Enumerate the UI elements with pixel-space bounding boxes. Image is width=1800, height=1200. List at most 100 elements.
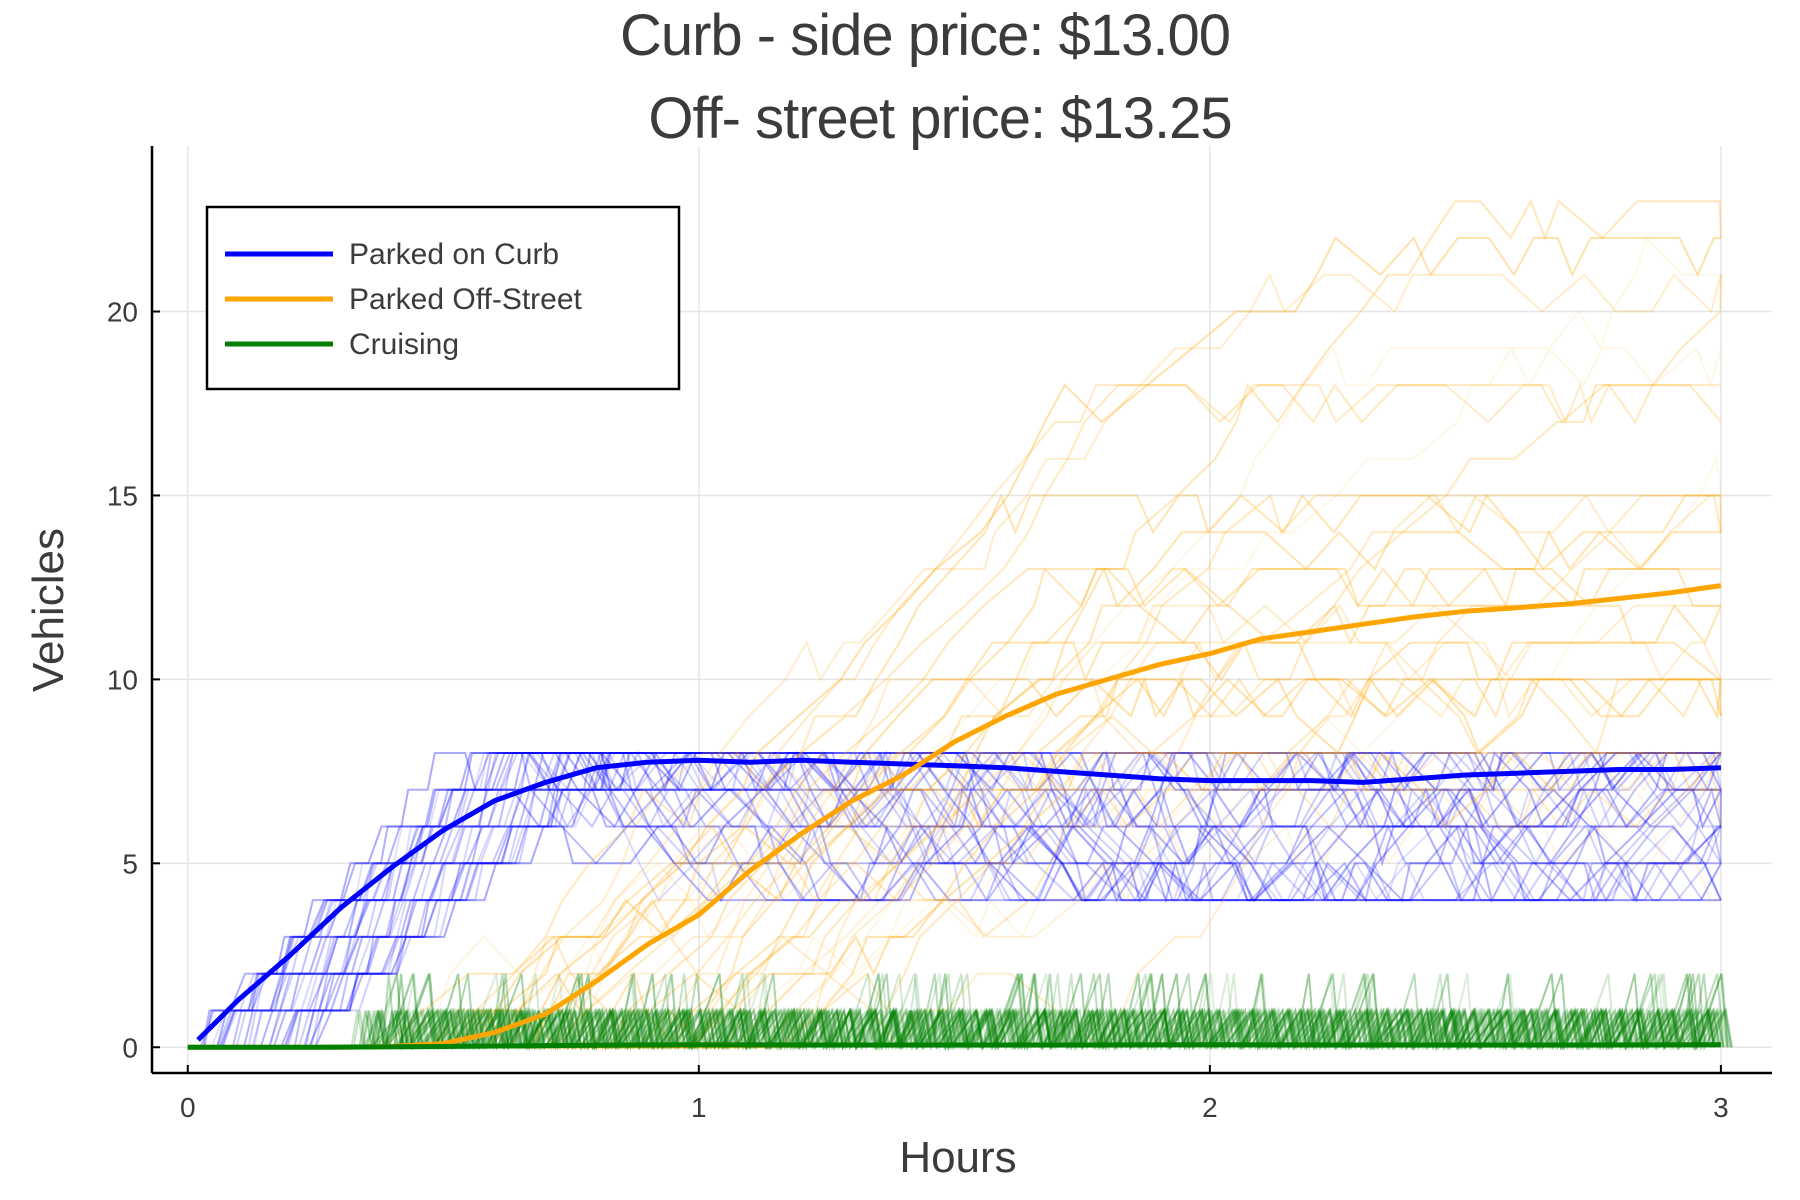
axes: 0 1 2 3 0 5 10 15 20 bbox=[107, 146, 1772, 1123]
y-tick-label: 5 bbox=[122, 848, 138, 879]
curb-run-line bbox=[198, 752, 1721, 1049]
legend-label-offstreet: Parked Off-Street bbox=[349, 283, 583, 316]
curb-run-line bbox=[198, 751, 1722, 1049]
curb-run-line bbox=[198, 750, 1721, 1049]
y-tick-label: 15 bbox=[107, 480, 138, 511]
offstreet-run-line bbox=[187, 274, 1722, 1049]
curb-run-line bbox=[198, 749, 1721, 1049]
curb-run-line bbox=[198, 749, 1722, 1049]
offstreet-run-line bbox=[187, 788, 1721, 1049]
cruising-run-line bbox=[187, 973, 1725, 1052]
curb-run-line bbox=[198, 751, 1721, 1049]
curb-run-line bbox=[198, 752, 1722, 1049]
curb-run-line bbox=[198, 752, 1721, 1049]
cruising-mean-line bbox=[187, 1042, 1721, 1050]
offstreet-run-line bbox=[187, 823, 1721, 1049]
offstreet-run-line bbox=[187, 198, 1722, 1049]
offstreet-run-line bbox=[187, 529, 1721, 1049]
offstreet-run-line bbox=[187, 236, 1721, 1049]
offstreet-run-line bbox=[187, 676, 1722, 1049]
cruising-run-line bbox=[187, 973, 1730, 1052]
offstreet-run-line bbox=[187, 677, 1721, 1049]
curb-run-line bbox=[198, 749, 1722, 1049]
cruising-run-line bbox=[187, 973, 1716, 1052]
chart-title-line-1: Curb - side price: $13.00 bbox=[620, 3, 1230, 68]
curb-run-line bbox=[198, 751, 1721, 1049]
offstreet-run-line bbox=[187, 678, 1721, 1049]
curb-run-line bbox=[198, 752, 1721, 1049]
offstreet-run-line bbox=[187, 567, 1721, 1049]
curb-run-line bbox=[198, 750, 1721, 1049]
cruising-run-line bbox=[187, 973, 1724, 1052]
cruising-run-line bbox=[187, 973, 1708, 1052]
cruising-run-line bbox=[187, 973, 1726, 1052]
cruising-run-line bbox=[187, 973, 1733, 1052]
offstreet-run-line bbox=[187, 455, 1722, 1049]
y-tick-label: 20 bbox=[107, 297, 138, 328]
curb-run-line bbox=[198, 750, 1721, 1049]
curb-run-line bbox=[198, 752, 1721, 1049]
offstreet-run-line bbox=[187, 751, 1721, 1049]
offstreet-run-line bbox=[187, 493, 1722, 1049]
offstreet-run-line bbox=[187, 676, 1722, 1049]
offstreet-run-line bbox=[187, 787, 1721, 1049]
offstreet-run-line bbox=[187, 346, 1722, 1049]
legend-label-cruising: Cruising bbox=[349, 328, 459, 361]
cruising-run-line bbox=[187, 973, 1729, 1052]
curb-run-line bbox=[198, 752, 1722, 1049]
curb-run-line bbox=[198, 752, 1722, 1049]
curb-run-line bbox=[198, 751, 1721, 1049]
offstreet-run-line bbox=[187, 236, 1721, 1049]
cruising-run-line bbox=[187, 973, 1704, 1052]
curb-run-line bbox=[198, 751, 1722, 1049]
legend-label-curb: Parked on Curb bbox=[349, 238, 559, 271]
curb-run-line bbox=[198, 752, 1722, 1049]
curb-run-line bbox=[198, 752, 1722, 1049]
mean-series-lines bbox=[187, 583, 1722, 1050]
cruising-run-line bbox=[187, 973, 1716, 1052]
cruising-run-line bbox=[187, 973, 1718, 1052]
x-tick-label: 1 bbox=[691, 1092, 707, 1123]
cruising-run-line bbox=[187, 973, 1716, 1052]
cruising-run-line bbox=[187, 973, 1721, 1052]
offstreet-run-line bbox=[187, 383, 1722, 1049]
offstreet-run-line bbox=[187, 751, 1721, 1049]
curb-run-line bbox=[198, 751, 1722, 1049]
cruising-run-line bbox=[187, 973, 1730, 1052]
cruising-run-line bbox=[187, 973, 1720, 1052]
x-axis-label: Hours bbox=[899, 1133, 1016, 1182]
curb-run-line bbox=[198, 752, 1722, 1049]
offstreet-run-line bbox=[187, 750, 1722, 1049]
legend: Parked on Curb Parked Off-Street Cruisin… bbox=[205, 205, 681, 391]
y-tick-label: 10 bbox=[107, 664, 138, 695]
simulation-runs bbox=[187, 198, 1733, 1052]
y-tick-label: 0 bbox=[122, 1032, 138, 1063]
curb-run-line bbox=[198, 752, 1721, 1049]
y-axis-label: Vehicles bbox=[24, 528, 73, 692]
cruising-run-line bbox=[187, 973, 1733, 1052]
curb-mean-line bbox=[196, 757, 1721, 1042]
curb-run-line bbox=[198, 752, 1721, 1049]
curb-run-line bbox=[198, 752, 1721, 1049]
offstreet-mean-line bbox=[187, 583, 1722, 1050]
offstreet-run-line bbox=[187, 382, 1721, 1049]
offstreet-run-line bbox=[187, 752, 1721, 1049]
offstreet-run-line bbox=[187, 272, 1722, 1049]
cruising-run-line bbox=[187, 973, 1716, 1052]
x-tick-label: 2 bbox=[1202, 1092, 1218, 1123]
curb-run-line bbox=[198, 752, 1721, 1049]
cruising-run-line bbox=[187, 973, 1728, 1052]
curb-run-line bbox=[198, 752, 1722, 1049]
chart-title-line-2: Off- street price: $13.25 bbox=[648, 86, 1231, 151]
curb-run-line bbox=[198, 752, 1721, 1049]
cruising-run-line bbox=[187, 973, 1732, 1052]
offstreet-run-line bbox=[187, 493, 1721, 1049]
cruising-run-line bbox=[187, 973, 1714, 1052]
offstreet-run-line bbox=[187, 567, 1721, 1049]
offstreet-run-line bbox=[187, 677, 1721, 1049]
x-tick-label: 3 bbox=[1713, 1092, 1729, 1123]
offstreet-run-line bbox=[187, 641, 1722, 1049]
cruising-run-line bbox=[187, 973, 1724, 1052]
offstreet-run-line bbox=[187, 492, 1722, 1049]
